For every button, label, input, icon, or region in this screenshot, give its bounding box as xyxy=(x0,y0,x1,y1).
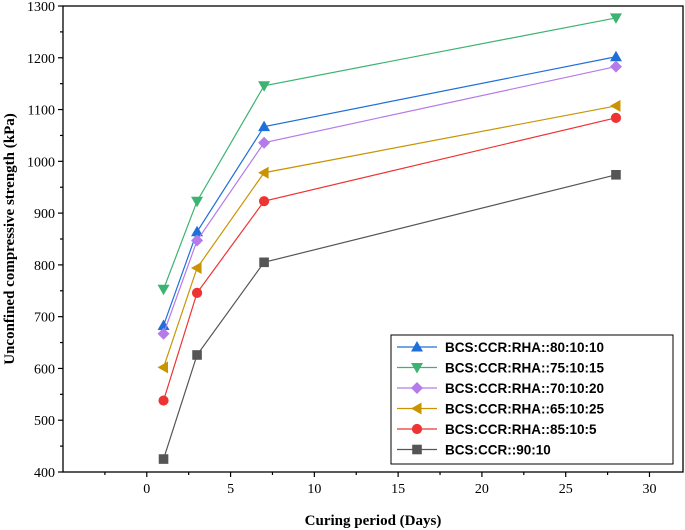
y-tick-label: 600 xyxy=(34,362,55,377)
series-4 xyxy=(157,99,621,374)
x-tick-label: 25 xyxy=(559,482,573,497)
data-point xyxy=(611,169,621,180)
series-2 xyxy=(157,13,622,296)
series-1 xyxy=(157,50,622,330)
y-tick-label: 700 xyxy=(34,311,55,326)
data-point xyxy=(191,261,202,274)
legend-marker xyxy=(411,363,423,374)
legend-label: BCS:CCR:RHA::70:10:20 xyxy=(445,381,604,396)
legend-label: BCS:CCR::90:10 xyxy=(445,443,551,458)
series-line xyxy=(162,117,617,401)
series-5 xyxy=(158,112,622,406)
data-point xyxy=(191,234,204,247)
data-point xyxy=(157,284,170,296)
y-tick-label: 500 xyxy=(34,414,55,429)
x-tick-label: 20 xyxy=(475,482,489,497)
series-line xyxy=(162,174,617,460)
legend-label: BCS:CCR:RHA::85:10:5 xyxy=(445,422,597,437)
x-tick-label: 10 xyxy=(307,482,321,497)
legend-item: BCS:CCR:RHA::70:10:20 xyxy=(397,381,604,396)
data-point xyxy=(258,196,270,207)
y-axis-title: Unconfined compressive strength (kPa) xyxy=(2,113,18,365)
x-tick-label: 5 xyxy=(227,482,234,497)
legend-item: BCS:CCR:RHA::80:10:10 xyxy=(397,340,604,355)
legend-item: BCS:CCR:RHA::85:10:5 xyxy=(397,422,597,437)
series-6 xyxy=(158,169,621,464)
legend-marker xyxy=(411,423,423,435)
legend-marker xyxy=(411,341,423,352)
y-tick-label: 1100 xyxy=(28,104,55,119)
data-point xyxy=(609,13,622,24)
x-tick-label: 30 xyxy=(642,482,656,497)
data-point xyxy=(609,60,622,73)
data-point xyxy=(157,361,169,374)
legend-item: BCS:CCR:RHA::75:10:15 xyxy=(397,361,605,376)
data-point xyxy=(258,120,271,132)
y-tick-label: 1200 xyxy=(27,52,55,67)
data-point xyxy=(158,454,169,464)
series-line xyxy=(162,56,617,326)
legend: BCS:CCR:RHA::80:10:10BCS:CCR:RHA::75:10:… xyxy=(390,334,674,465)
series-line xyxy=(162,65,617,334)
data-point xyxy=(609,99,621,112)
data-point xyxy=(192,350,202,360)
data-point xyxy=(258,136,271,149)
legend-label: BCS:CCR:RHA::65:10:25 xyxy=(445,402,605,417)
y-tick-label: 1000 xyxy=(27,155,55,170)
legend-label: BCS:CCR:RHA::80:10:10 xyxy=(445,340,604,355)
series-line xyxy=(162,17,617,290)
data-point xyxy=(609,50,622,62)
series-line xyxy=(162,105,617,368)
legend-box xyxy=(390,334,674,465)
data-point xyxy=(191,225,204,237)
legend-item: BCS:CCR::90:10 xyxy=(397,443,551,458)
data-point xyxy=(191,196,204,208)
data-point xyxy=(258,166,269,179)
data-point xyxy=(157,319,170,330)
legend-marker xyxy=(412,444,422,455)
x-axis-title: Curing period (Days) xyxy=(305,513,442,529)
legend-item: BCS:CCR:RHA::65:10:25 xyxy=(397,402,605,417)
legend-label: BCS:CCR:RHA::75:10:15 xyxy=(445,361,605,376)
y-tick-label: 800 xyxy=(34,259,55,274)
data-point xyxy=(157,327,170,340)
series-3 xyxy=(157,60,622,340)
data-point xyxy=(259,257,269,268)
legend-marker xyxy=(411,382,423,394)
data-point xyxy=(158,395,169,406)
data-point xyxy=(191,287,203,298)
legend-marker xyxy=(411,402,422,415)
series-layer xyxy=(157,13,622,464)
y-tick-label: 400 xyxy=(34,466,55,481)
data-point xyxy=(610,112,622,123)
axes-layer: 0 5 10 15 20 25 30 400 500 600 700 800 900 1000 1100 12… xyxy=(27,0,684,497)
data-point xyxy=(258,81,271,92)
y-tick-label: 900 xyxy=(34,207,55,222)
x-tick-label: 0 xyxy=(143,482,150,497)
y-tick-label: 1300 xyxy=(27,0,55,15)
x-tick-label: 15 xyxy=(391,482,405,497)
